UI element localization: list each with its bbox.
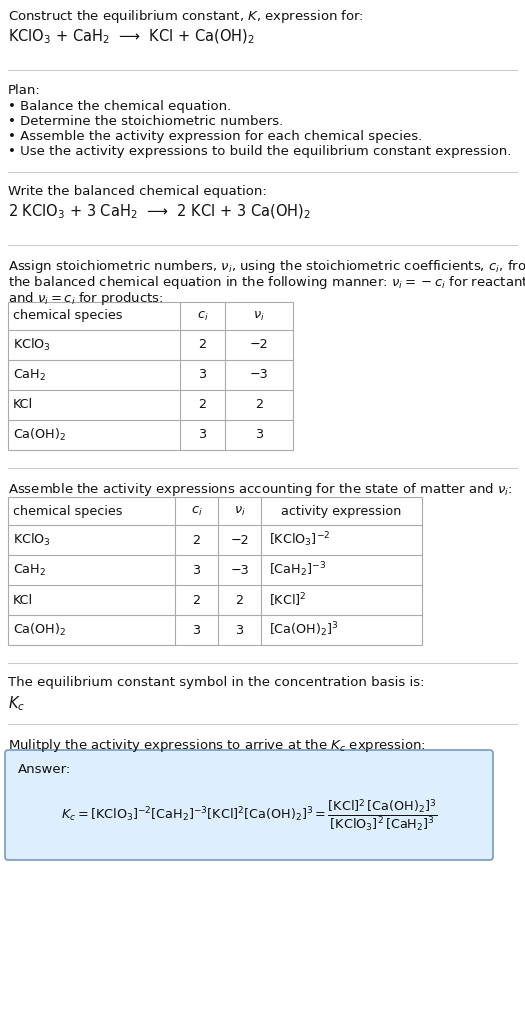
- Text: Mulitply the activity expressions to arrive at the $K_c$ expression:: Mulitply the activity expressions to arr…: [8, 737, 426, 754]
- Text: and $\nu_i = c_i$ for products:: and $\nu_i = c_i$ for products:: [8, 290, 164, 307]
- Text: 2: 2: [193, 594, 201, 606]
- Text: $K_c$: $K_c$: [8, 694, 25, 713]
- Text: KClO$_3$: KClO$_3$: [13, 337, 51, 354]
- Text: • Balance the chemical equation.: • Balance the chemical equation.: [8, 100, 231, 113]
- Text: −2: −2: [230, 533, 249, 546]
- Text: 2: 2: [193, 533, 201, 546]
- Text: 3: 3: [198, 369, 206, 382]
- Text: 2 KClO$_3$ + 3 CaH$_2$  ⟶  2 KCl + 3 Ca(OH)$_2$: 2 KClO$_3$ + 3 CaH$_2$ ⟶ 2 KCl + 3 Ca(OH…: [8, 203, 311, 221]
- Text: chemical species: chemical species: [13, 309, 122, 322]
- Text: • Assemble the activity expression for each chemical species.: • Assemble the activity expression for e…: [8, 130, 422, 143]
- Text: $\nu_i$: $\nu_i$: [253, 309, 265, 322]
- Text: [Ca(OH)$_2$]$^3$: [Ca(OH)$_2$]$^3$: [269, 621, 339, 639]
- Text: 3: 3: [193, 623, 201, 636]
- Bar: [8, 302, 293, 450]
- Text: [KCl]$^2$: [KCl]$^2$: [269, 591, 307, 609]
- Text: [CaH$_2$]$^{-3}$: [CaH$_2$]$^{-3}$: [269, 561, 326, 580]
- Bar: [8, 497, 422, 645]
- Text: Plan:: Plan:: [8, 84, 41, 97]
- Text: KCl: KCl: [13, 399, 33, 411]
- Text: Assemble the activity expressions accounting for the state of matter and $\nu_i$: Assemble the activity expressions accoun…: [8, 481, 513, 498]
- Text: KClO$_3$: KClO$_3$: [13, 532, 51, 548]
- Text: • Determine the stoichiometric numbers.: • Determine the stoichiometric numbers.: [8, 115, 284, 128]
- Text: Write the balanced chemical equation:: Write the balanced chemical equation:: [8, 185, 267, 198]
- Text: $c_i$: $c_i$: [197, 309, 208, 322]
- Text: CaH$_2$: CaH$_2$: [13, 563, 46, 578]
- Text: 2: 2: [236, 594, 244, 606]
- Text: KClO$_3$ + CaH$_2$  ⟶  KCl + Ca(OH)$_2$: KClO$_3$ + CaH$_2$ ⟶ KCl + Ca(OH)$_2$: [8, 28, 255, 46]
- Text: the balanced chemical equation in the following manner: $\nu_i = -c_i$ for react: the balanced chemical equation in the fo…: [8, 274, 525, 291]
- Text: −2: −2: [250, 338, 268, 351]
- Text: −3: −3: [230, 564, 249, 577]
- Text: Answer:: Answer:: [18, 763, 71, 776]
- Text: KCl: KCl: [13, 594, 33, 606]
- Text: 3: 3: [193, 564, 201, 577]
- Text: chemical species: chemical species: [13, 505, 122, 517]
- Text: 3: 3: [235, 623, 244, 636]
- Text: 3: 3: [255, 428, 263, 441]
- Text: Construct the equilibrium constant, $K$, expression for:: Construct the equilibrium constant, $K$,…: [8, 8, 364, 25]
- Text: • Use the activity expressions to build the equilibrium constant expression.: • Use the activity expressions to build …: [8, 145, 511, 158]
- Text: Ca(OH)$_2$: Ca(OH)$_2$: [13, 622, 66, 638]
- Text: 2: 2: [255, 399, 263, 411]
- Text: Ca(OH)$_2$: Ca(OH)$_2$: [13, 427, 66, 443]
- Text: [KClO$_3$]$^{-2}$: [KClO$_3$]$^{-2}$: [269, 530, 330, 549]
- Text: $\nu_i$: $\nu_i$: [234, 504, 245, 517]
- Text: CaH$_2$: CaH$_2$: [13, 368, 46, 383]
- Text: 3: 3: [198, 428, 206, 441]
- Text: 2: 2: [198, 338, 206, 351]
- Text: The equilibrium constant symbol in the concentration basis is:: The equilibrium constant symbol in the c…: [8, 676, 425, 689]
- Text: Assign stoichiometric numbers, $\nu_i$, using the stoichiometric coefficients, $: Assign stoichiometric numbers, $\nu_i$, …: [8, 258, 525, 275]
- Text: activity expression: activity expression: [281, 505, 402, 517]
- FancyBboxPatch shape: [5, 750, 493, 860]
- Text: $c_i$: $c_i$: [191, 504, 202, 517]
- Text: −3: −3: [249, 369, 268, 382]
- Text: $K_c = [\mathrm{KClO_3}]^{-2}[\mathrm{CaH_2}]^{-3}[\mathrm{KCl}]^2[\mathrm{Ca(OH: $K_c = [\mathrm{KClO_3}]^{-2}[\mathrm{Ca…: [61, 797, 437, 833]
- Text: 2: 2: [198, 399, 206, 411]
